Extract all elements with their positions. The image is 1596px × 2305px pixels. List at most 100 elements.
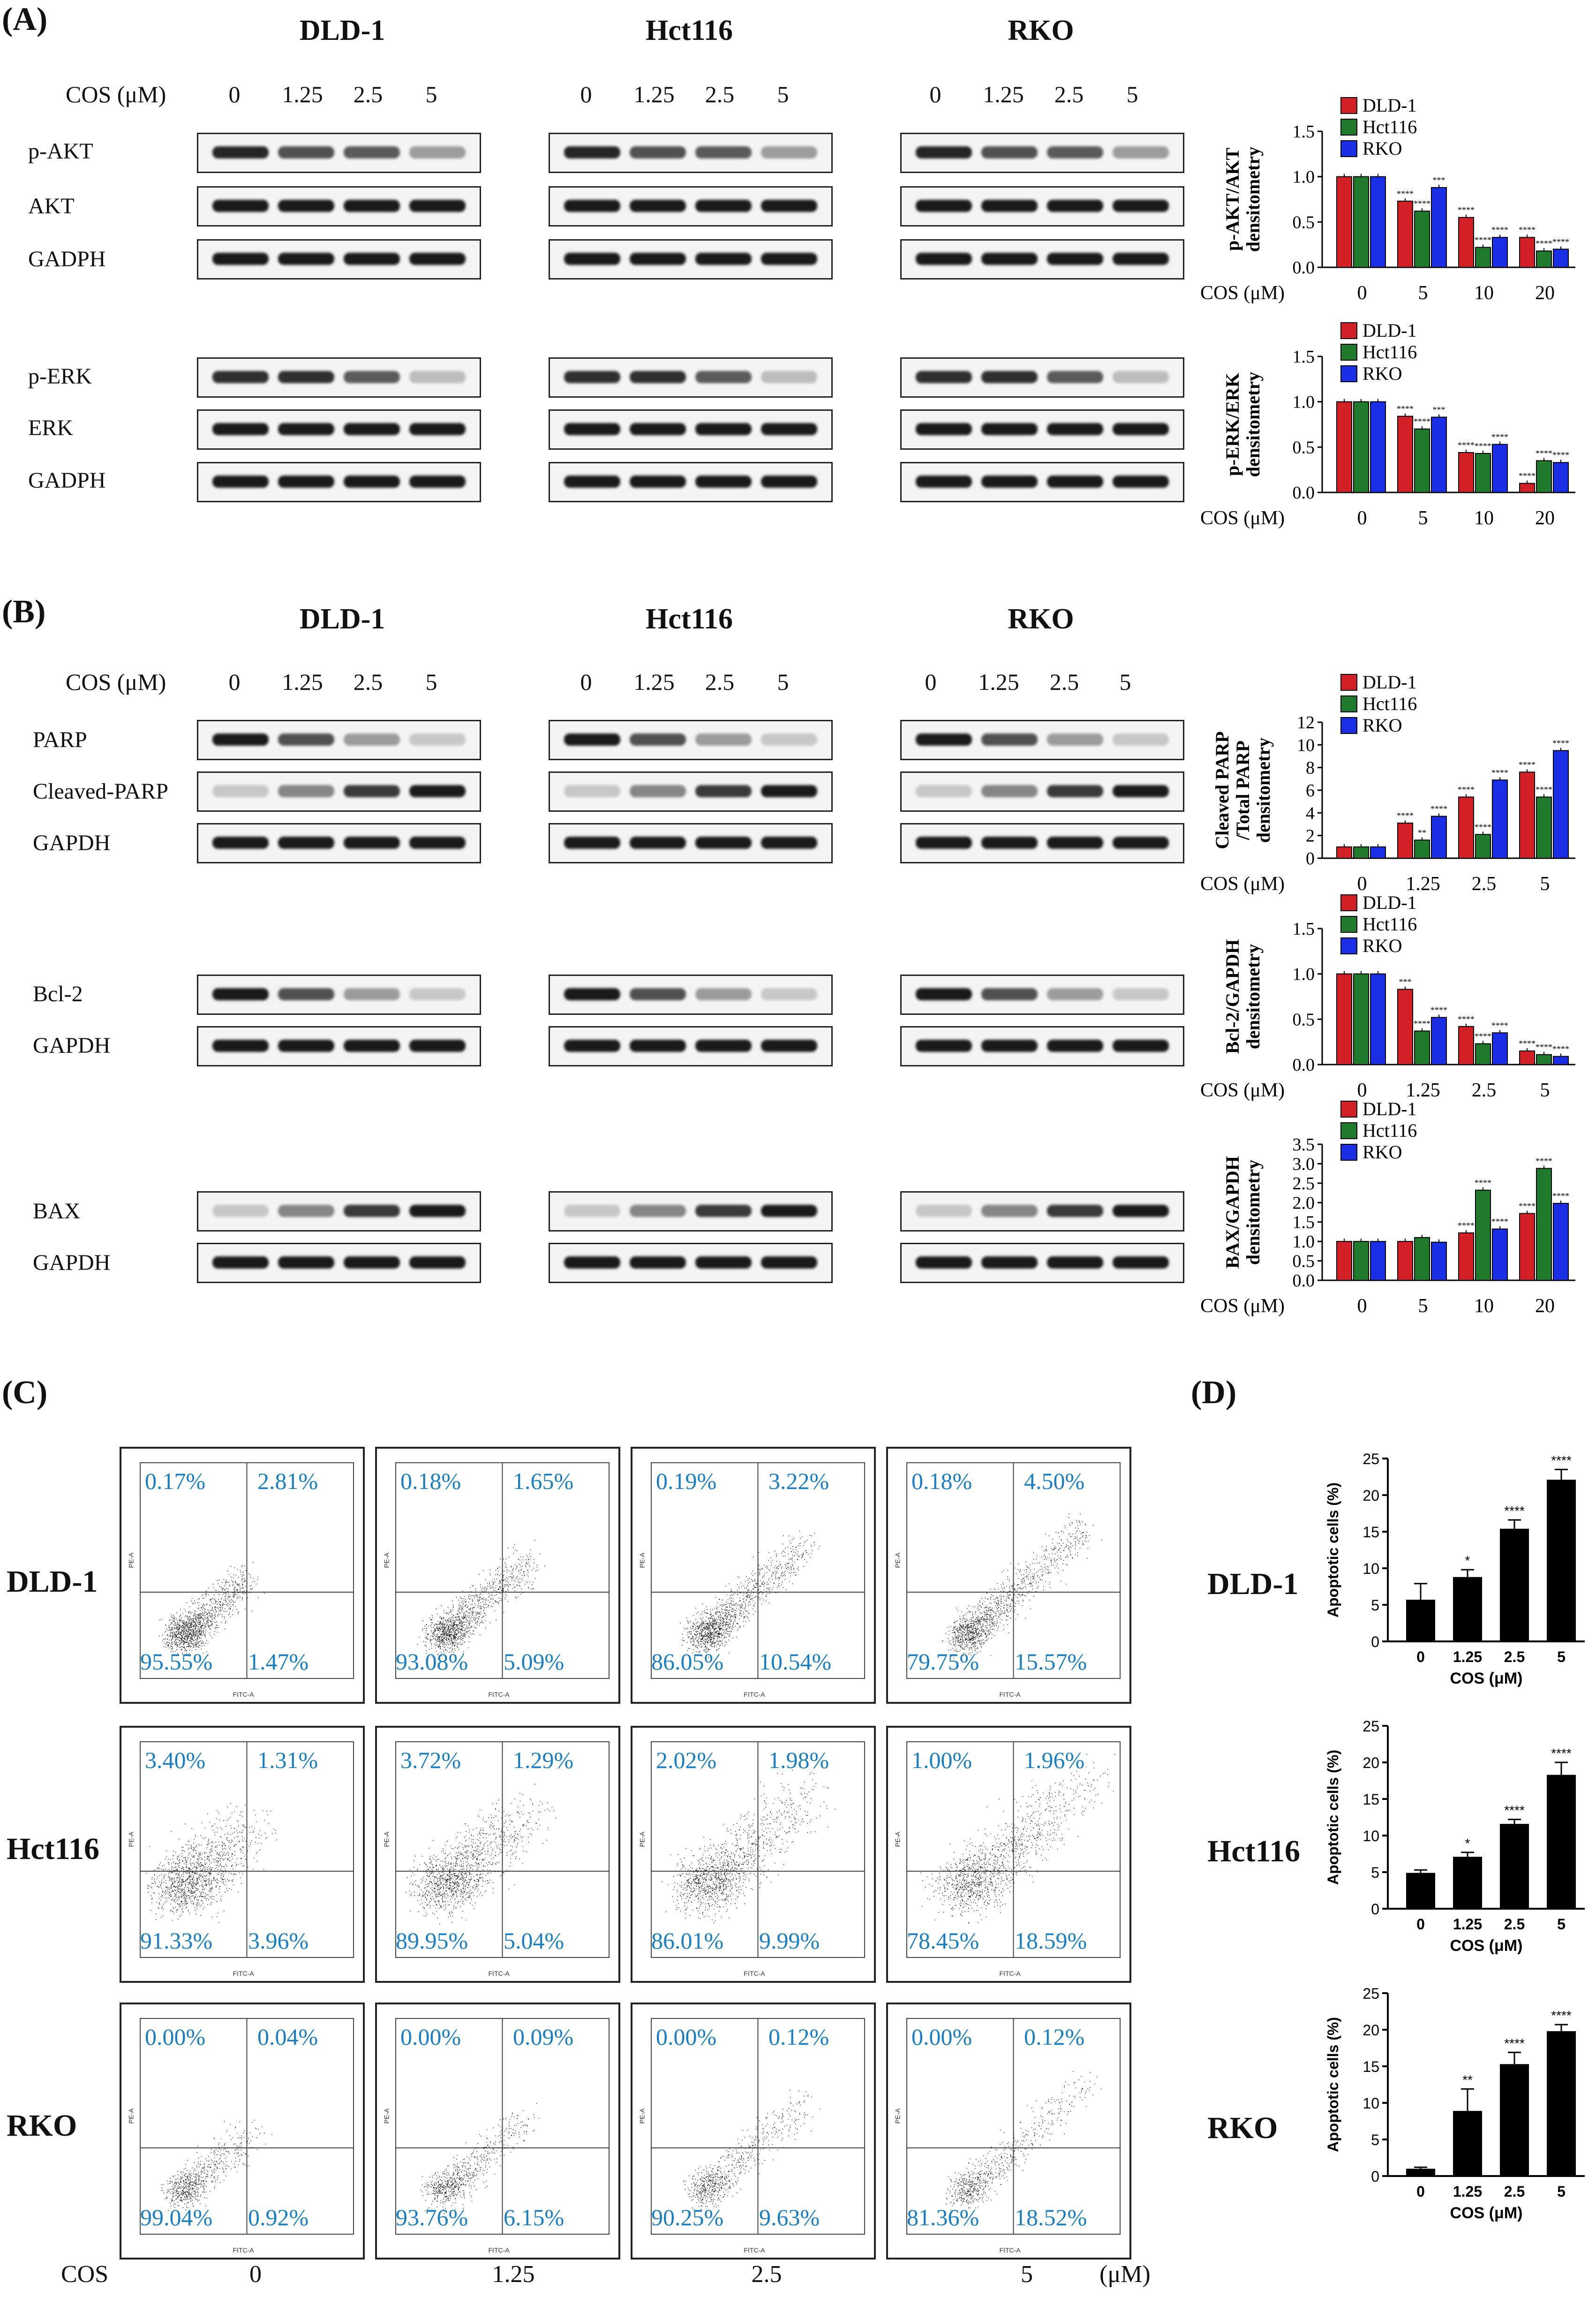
bar: [1453, 2111, 1482, 2176]
blot-band: [761, 837, 817, 849]
blot-band: [695, 200, 752, 212]
flow-plot: 3.40% 1.31% 91.33% 3.96% FITC-A PE-A: [120, 1726, 365, 1983]
bar: [1406, 2169, 1435, 2176]
blot-strip: [900, 720, 1184, 760]
bar: [1519, 1050, 1535, 1065]
blot-band: [630, 476, 686, 488]
flow-scatter: [906, 1462, 1121, 1679]
quadrant-ur-value: 2.81%: [257, 1468, 318, 1494]
quadrant-lr-value: 6.15%: [504, 2204, 565, 2230]
blot-a-header-rko: RKO: [1008, 15, 1074, 46]
x-tick-label: 1.25: [1406, 1080, 1440, 1101]
y-tick-label: 1.0: [1293, 393, 1315, 412]
quadrant-lr-value: 0.92%: [248, 2204, 309, 2230]
blot-band: [409, 200, 466, 212]
legend-label: Hct116: [1363, 693, 1417, 714]
blot-band: [278, 253, 334, 265]
blot-band: [916, 423, 972, 435]
blot-band: [344, 733, 400, 746]
blot-strip: [549, 1026, 833, 1066]
row-label-gapdh-3: GAPDH: [33, 1250, 111, 1275]
blot-band: [1113, 200, 1169, 212]
quadrant-ur-value: 1.31%: [257, 1747, 318, 1773]
conc-a2-3: 5: [777, 81, 789, 107]
x-tick-label: 10: [1474, 507, 1494, 529]
blot-band: [564, 200, 620, 212]
blot-band: [695, 733, 752, 746]
blot-strip: [549, 771, 833, 812]
flow-plot: 0.00% 0.12% 90.25% 9.63% FITC-A PE-A: [631, 2003, 876, 2260]
conc-b1-3: 5: [425, 669, 437, 695]
x-tick-label: 20: [1535, 507, 1555, 529]
blot-band: [409, 371, 466, 383]
conc-b2-3: 5: [777, 669, 789, 695]
blot-band: [212, 733, 269, 746]
quadrant-lr-value: 10.54%: [759, 1648, 832, 1675]
flow-row-label-hct116: Hct116: [7, 1832, 99, 1866]
x-tick-label: 5: [1540, 1080, 1550, 1101]
blot-band: [344, 200, 400, 212]
y-tick-label: 0.5: [1293, 438, 1315, 457]
significance-label: ****: [1519, 471, 1536, 481]
quadrant-ul-value: 2.02%: [656, 1747, 717, 1773]
flow-scatter: [140, 1462, 354, 1679]
quadrant-ul-value: 0.17%: [145, 1468, 206, 1494]
scatter-dots: [683, 2090, 821, 2211]
blot-band: [1047, 423, 1103, 435]
blot-band: [278, 1040, 334, 1052]
blot-band: [564, 476, 620, 488]
legend-swatch: [1340, 894, 1357, 911]
significance-label: ****: [1519, 760, 1536, 769]
blot-band: [1113, 146, 1169, 159]
significance-label: ****: [1414, 417, 1430, 426]
flow-x-axis-label: FITC-A: [999, 2246, 1021, 2254]
bar: [1353, 973, 1369, 1065]
significance-label: ****: [1551, 1746, 1572, 1761]
blot-band: [409, 423, 466, 435]
blot-band: [212, 1256, 269, 1269]
blot-band: [630, 200, 686, 212]
bar: [1519, 1213, 1535, 1281]
flow-col-0: 0: [249, 2261, 262, 2288]
panel-label-b: (B): [2, 594, 46, 630]
quadrant-ll-value: 86.01%: [651, 1927, 724, 1954]
y-tick-label: 1.0: [1293, 1232, 1315, 1252]
bar: [1536, 250, 1552, 268]
quadrant-lr-value: 15.57%: [1015, 1648, 1087, 1675]
bar: [1336, 846, 1352, 859]
x-tick-label: 5: [1557, 1916, 1566, 1933]
blot-band: [564, 146, 620, 159]
blot-band: [695, 837, 752, 849]
blot-band: [409, 1205, 466, 1217]
y-axis-label: densitometry: [1242, 372, 1264, 477]
conc-b1-0: 0: [228, 669, 241, 695]
flow-plot: 0.00% 0.12% 81.36% 18.52% FITC-A PE-A: [886, 2003, 1131, 2260]
blot-band: [916, 837, 972, 849]
blot-band: [278, 371, 334, 383]
significance-label: ****: [1551, 2008, 1572, 2023]
blot-band: [212, 988, 269, 1000]
blot-band: [344, 476, 400, 488]
bar: [1414, 211, 1430, 268]
y-axis-label: /Total PARP: [1232, 741, 1253, 840]
legend-swatch: [1340, 344, 1357, 361]
bar: [1475, 453, 1491, 493]
y-tick-label: 1.5: [1293, 347, 1315, 367]
flow-plot: 0.18% 4.50% 79.75% 15.57% FITC-A PE-A: [886, 1447, 1131, 1704]
y-axis-label: densitometry: [1242, 944, 1264, 1049]
x-tick-label: 1.25: [1453, 1916, 1482, 1933]
legend-label: Hct116: [1363, 1120, 1417, 1141]
blot-band: [409, 253, 466, 265]
y-tick-label: 5: [1371, 1597, 1379, 1614]
blot-a-header-hct116: Hct116: [646, 15, 733, 46]
y-tick-label: 20: [1363, 1487, 1379, 1504]
blot-band: [916, 253, 972, 265]
conc-a3-3: 5: [1126, 81, 1138, 107]
bar: [1370, 973, 1386, 1065]
significance-label: ****: [1519, 1201, 1536, 1210]
x-axis-label: COS (μM): [1450, 2204, 1523, 2222]
blot-band: [212, 371, 269, 383]
bar: [1370, 176, 1386, 268]
blot-band: [564, 733, 620, 746]
y-tick-label: 0.0: [1293, 1055, 1315, 1075]
